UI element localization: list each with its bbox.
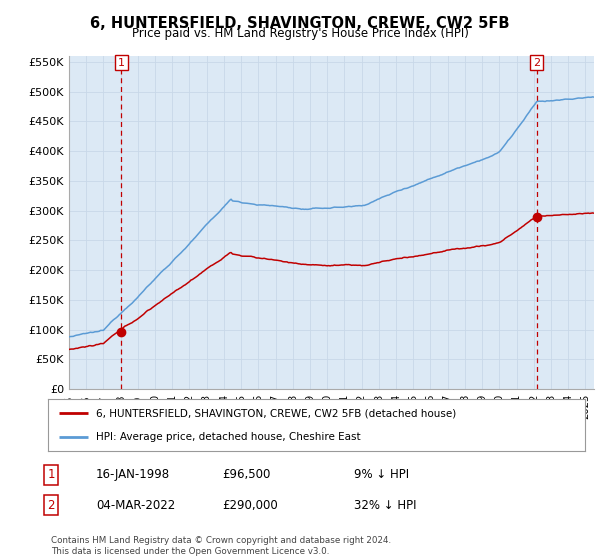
Text: £96,500: £96,500 [222, 468, 271, 482]
Text: 9% ↓ HPI: 9% ↓ HPI [354, 468, 409, 482]
Text: 1: 1 [47, 468, 55, 482]
Text: 32% ↓ HPI: 32% ↓ HPI [354, 498, 416, 512]
Text: 16-JAN-1998: 16-JAN-1998 [96, 468, 170, 482]
Text: 2: 2 [533, 58, 540, 68]
Text: Price paid vs. HM Land Registry's House Price Index (HPI): Price paid vs. HM Land Registry's House … [131, 27, 469, 40]
Text: HPI: Average price, detached house, Cheshire East: HPI: Average price, detached house, Ches… [97, 432, 361, 442]
Text: 6, HUNTERSFIELD, SHAVINGTON, CREWE, CW2 5FB (detached house): 6, HUNTERSFIELD, SHAVINGTON, CREWE, CW2 … [97, 408, 457, 418]
Text: 1: 1 [118, 58, 125, 68]
Text: 2: 2 [47, 498, 55, 512]
Text: 04-MAR-2022: 04-MAR-2022 [96, 498, 175, 512]
Text: £290,000: £290,000 [222, 498, 278, 512]
Text: 6, HUNTERSFIELD, SHAVINGTON, CREWE, CW2 5FB: 6, HUNTERSFIELD, SHAVINGTON, CREWE, CW2 … [90, 16, 510, 31]
Text: Contains HM Land Registry data © Crown copyright and database right 2024.
This d: Contains HM Land Registry data © Crown c… [51, 536, 391, 556]
